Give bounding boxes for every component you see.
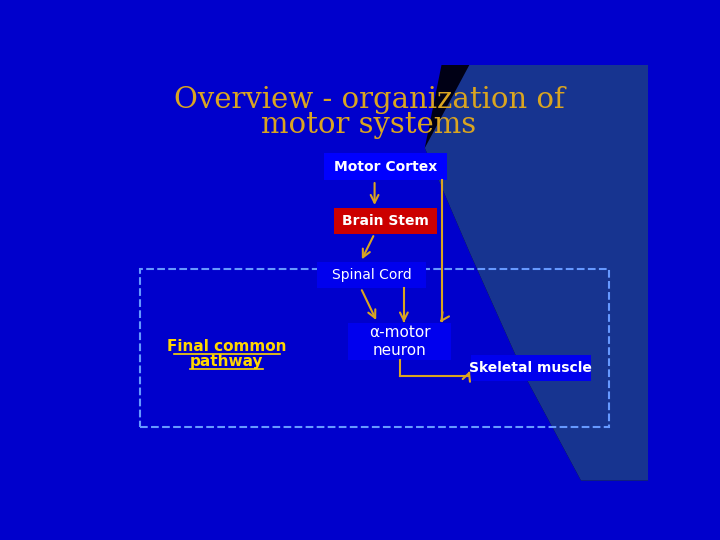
FancyBboxPatch shape <box>324 153 447 180</box>
Text: pathway: pathway <box>190 354 264 369</box>
Text: motor systems: motor systems <box>261 111 477 139</box>
Polygon shape <box>425 65 648 481</box>
Polygon shape <box>425 65 648 481</box>
Text: Brain Stem: Brain Stem <box>342 214 429 228</box>
Text: Skeletal muscle: Skeletal muscle <box>469 361 593 375</box>
Text: Motor Cortex: Motor Cortex <box>334 160 437 174</box>
Text: Overview - organization of: Overview - organization of <box>174 86 564 114</box>
FancyBboxPatch shape <box>348 322 451 360</box>
Text: Final common: Final common <box>167 339 287 354</box>
FancyBboxPatch shape <box>334 208 437 234</box>
Text: α-motor
neuron: α-motor neuron <box>369 325 431 357</box>
FancyBboxPatch shape <box>471 355 591 381</box>
Bar <box>140 268 609 427</box>
FancyBboxPatch shape <box>318 262 426 288</box>
Text: Spinal Cord: Spinal Cord <box>332 268 412 282</box>
